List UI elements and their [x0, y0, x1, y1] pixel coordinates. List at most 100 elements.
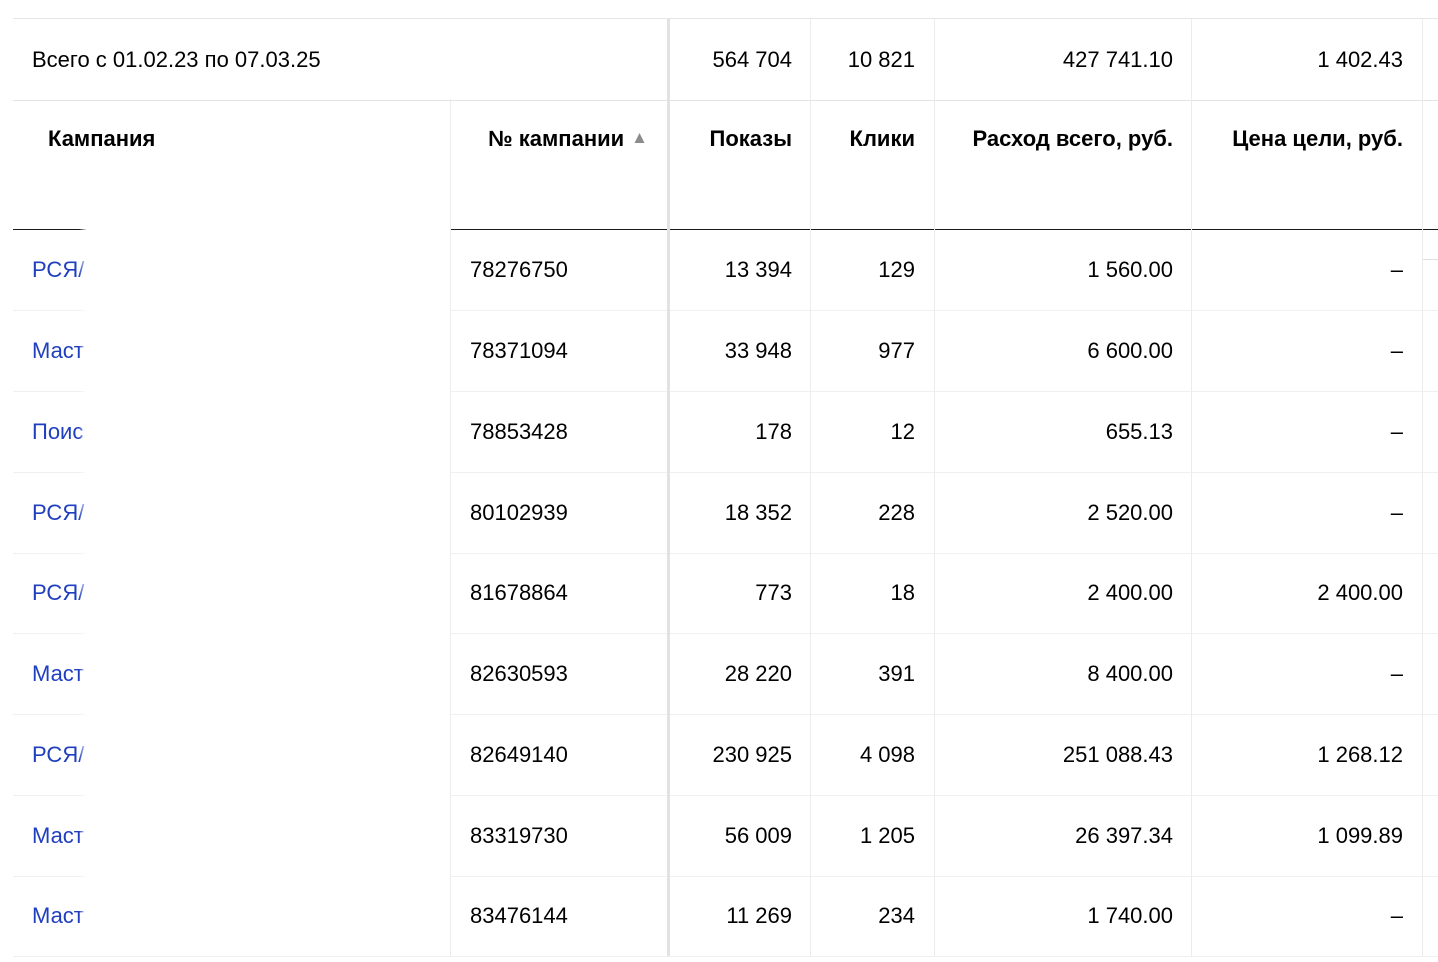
goal-price-value: – [1192, 633, 1423, 714]
cost-value: 655.13 [935, 391, 1192, 472]
goal-price-value: 2 400.00 [1192, 552, 1423, 633]
cost-value: 26 397.34 [935, 795, 1192, 876]
redaction-mask [79, 310, 450, 391]
column-header-cost[interactable]: Расход всего, руб. [935, 99, 1192, 229]
totals-shows: 564 704 [670, 19, 811, 100]
shows-value: 18 352 [670, 472, 811, 553]
clicks-value: 228 [811, 472, 935, 553]
campaign-link[interactable]: РСЯ/ [32, 741, 85, 767]
campaign-name-cell: Поис [13, 391, 451, 472]
totals-extra-cell [1423, 19, 1438, 100]
table-row: РСЯ/ 81678864 773 18 2 400.00 2 400.00 [13, 552, 1438, 634]
campaign-number: 78371094 [451, 310, 670, 391]
redaction-mask [79, 875, 450, 956]
table-row: РСЯ/ 82649140 230 925 4 098 251 088.43 1… [13, 714, 1438, 796]
campaign-name-cell: РСЯ/ [13, 552, 451, 633]
campaign-name-cell: Маст [13, 795, 451, 876]
extra-cell [1423, 875, 1438, 956]
campaign-stats-table: Всего с 01.02.23 по 07.03.25 564 704 10 … [13, 18, 1438, 962]
campaign-number: 80102939 [451, 472, 670, 553]
cost-value: 8 400.00 [935, 633, 1192, 714]
shows-value: 33 948 [670, 310, 811, 391]
campaign-number: 83319730 [451, 795, 670, 876]
sort-ascending-icon: ▲ [631, 128, 648, 147]
campaign-link[interactable]: Маст [32, 822, 84, 848]
extra-cell [1423, 795, 1438, 876]
totals-row: Всего с 01.02.23 по 07.03.25 564 704 10 … [13, 18, 1438, 101]
clicks-value: 391 [811, 633, 935, 714]
cost-value: 1 740.00 [935, 875, 1192, 956]
campaign-number: 82630593 [451, 633, 670, 714]
table-row: Маст 83476144 11 269 234 1 740.00 – [13, 875, 1438, 957]
totals-label: Всего с 01.02.23 по 07.03.25 [13, 19, 670, 100]
shows-value: 773 [670, 552, 811, 633]
extra-cell [1423, 229, 1438, 310]
clicks-value: 12 [811, 391, 935, 472]
table-row: Маст 82630593 28 220 391 8 400.00 – [13, 633, 1438, 715]
shows-value: 56 009 [670, 795, 811, 876]
column-header-campaign-number[interactable]: № кампании ▲ [451, 99, 670, 229]
cost-value: 2 400.00 [935, 552, 1192, 633]
totals-goal-price: 1 402.43 [1192, 19, 1423, 100]
campaign-link[interactable]: Маст [32, 337, 84, 363]
totals-clicks: 10 821 [811, 19, 935, 100]
shows-value: 28 220 [670, 633, 811, 714]
extra-cell [1423, 472, 1438, 553]
campaign-name-cell: Маст [13, 310, 451, 391]
shows-value: 178 [670, 391, 811, 472]
clicks-value: 977 [811, 310, 935, 391]
clicks-value: 1 205 [811, 795, 935, 876]
column-header-goal-price[interactable]: Цена цели, руб. [1192, 99, 1423, 229]
clicks-value: 129 [811, 229, 935, 310]
table-header: Кампания № кампании ▲ Показы Клики Расхо… [13, 99, 1438, 260]
column-header-shows[interactable]: Показы [670, 99, 811, 229]
column-header-campaign-number-label: № кампании [488, 126, 625, 151]
goal-price-value: – [1192, 310, 1423, 391]
goal-price-value: 1 099.89 [1192, 795, 1423, 876]
totals-cost: 427 741.10 [935, 19, 1192, 100]
column-header-campaign-label: Кампания [48, 126, 156, 151]
extra-cell [1423, 552, 1438, 633]
cost-value: 251 088.43 [935, 714, 1192, 795]
campaign-name-cell: РСЯ/ [13, 472, 451, 553]
campaign-link[interactable]: Поис [32, 418, 84, 444]
redaction-mask [79, 633, 450, 714]
column-header-clicks-label: Клики [849, 126, 915, 151]
shows-value: 11 269 [670, 875, 811, 956]
campaign-link[interactable]: РСЯ/ [32, 499, 85, 525]
table-row: РСЯ/ 80102939 18 352 228 2 520.00 – [13, 472, 1438, 554]
column-header-clicks[interactable]: Клики [811, 99, 935, 229]
campaign-link[interactable]: РСЯ/ [32, 579, 85, 605]
campaign-name-cell: РСЯ/ [13, 229, 451, 310]
clicks-value: 234 [811, 875, 935, 956]
column-header-campaign[interactable]: Кампания [13, 99, 451, 229]
cost-value: 6 600.00 [935, 310, 1192, 391]
campaign-number: 78853428 [451, 391, 670, 472]
redaction-mask [79, 472, 450, 553]
goal-price-value: – [1192, 391, 1423, 472]
header-extra-divider [1422, 259, 1438, 260]
cost-value: 1 560.00 [935, 229, 1192, 310]
table-row: Маст 78371094 33 948 977 6 600.00 – [13, 310, 1438, 392]
campaign-link[interactable]: РСЯ/ [32, 256, 85, 282]
shows-value: 13 394 [670, 229, 811, 310]
table-row: Маст 83319730 56 009 1 205 26 397.34 1 0… [13, 795, 1438, 877]
column-header-shows-label: Показы [709, 126, 793, 151]
clicks-value: 4 098 [811, 714, 935, 795]
goal-price-value: 1 268.12 [1192, 714, 1423, 795]
campaign-name-cell: Маст [13, 633, 451, 714]
redaction-mask [79, 229, 450, 310]
redaction-mask [79, 795, 450, 876]
shows-value: 230 925 [670, 714, 811, 795]
redaction-mask [79, 552, 450, 633]
goal-price-value: – [1192, 875, 1423, 956]
campaign-number: 81678864 [451, 552, 670, 633]
campaign-name-cell: Маст [13, 875, 451, 956]
column-header-extra [1423, 99, 1438, 229]
campaign-link[interactable]: Маст [32, 902, 84, 928]
extra-cell [1423, 391, 1438, 472]
campaign-link[interactable]: Маст [32, 660, 84, 686]
campaign-number: 82649140 [451, 714, 670, 795]
extra-cell [1423, 714, 1438, 795]
extra-cell [1423, 310, 1438, 391]
